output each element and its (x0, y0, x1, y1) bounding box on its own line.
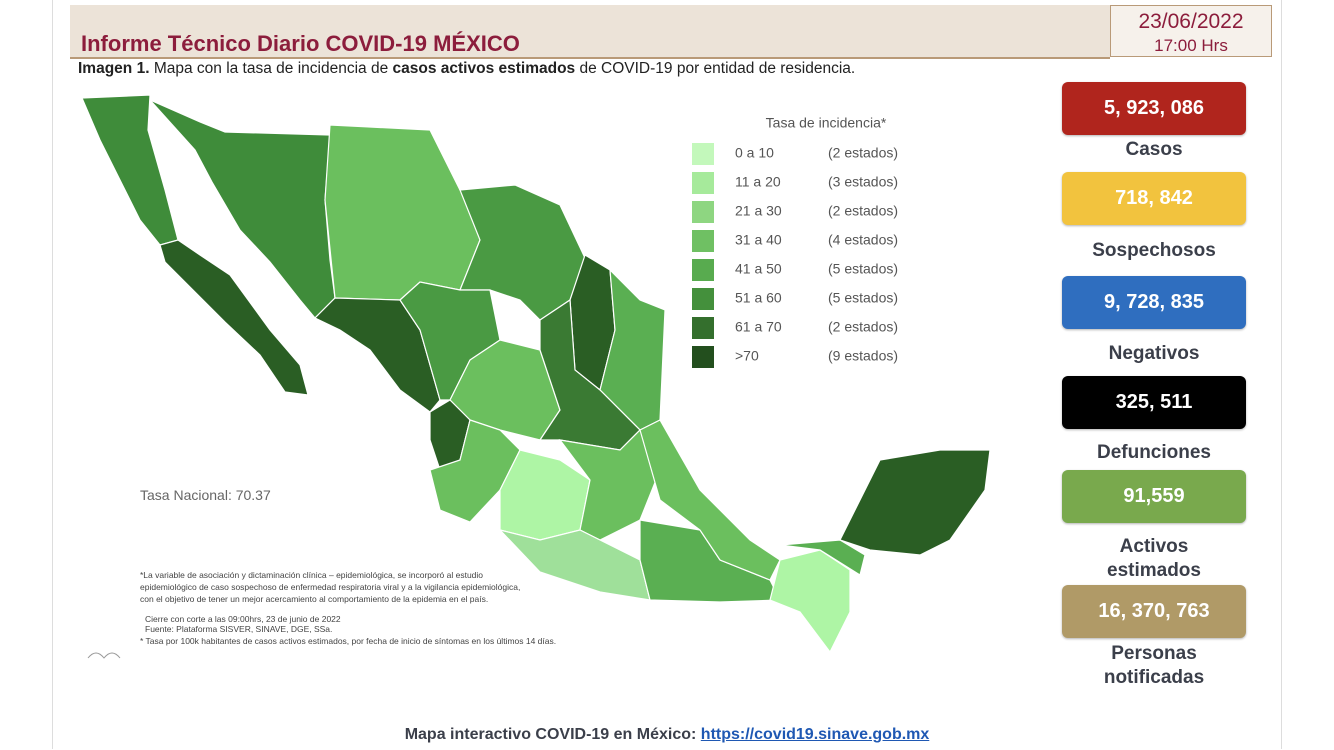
state (639, 419, 781, 581)
legend-count: (5 estados) (828, 261, 898, 277)
legend-swatch (692, 230, 714, 252)
legend-range: >70 (735, 348, 759, 364)
legend-swatch (692, 288, 714, 310)
footer-text: Mapa interactivo COVID-19 en México: (404, 726, 697, 743)
footer-link[interactable]: https://covid19.sinave.gob.mx (700, 726, 930, 743)
state (779, 539, 866, 576)
legend-swatch (692, 201, 714, 223)
stat-label: Defunciones (1096, 442, 1212, 463)
legend-range: 11 a 20 (735, 174, 781, 190)
legend-swatch (692, 259, 714, 281)
stat-value: 718, 842 (1062, 172, 1246, 225)
note-line: Fuente: Plataforma SISVER, SINAVE, DGE, … (145, 624, 332, 634)
note-line: Cierre con corte a las 09:00hrs, 23 de j… (145, 614, 341, 624)
legend-swatch (692, 346, 714, 368)
header-bar (70, 5, 1110, 59)
stat-label: Casos (1125, 139, 1183, 160)
stat-value: 16, 370, 763 (1062, 585, 1246, 638)
caption: Imagen 1. Mapa con la tasa de incidencia… (78, 60, 855, 78)
legend-swatch (692, 317, 714, 339)
state (769, 549, 851, 654)
state (159, 239, 309, 396)
national-rate: Tasa Nacional: 70.37 (140, 487, 271, 503)
state (149, 99, 336, 319)
stat-value: 5, 923, 086 (1062, 82, 1246, 135)
legend-swatch (692, 143, 714, 165)
legend-swatch (692, 172, 714, 194)
notes: *La variable de asociación y dictaminaci… (140, 570, 556, 646)
legend-count: (5 estados) (828, 290, 898, 306)
state (499, 449, 591, 541)
slide-frame (52, 0, 1282, 749)
date-box: 23/06/2022 17:00 Hrs (1110, 5, 1272, 57)
note-line: * Tasa por 100k habitantes de casos acti… (140, 636, 556, 646)
caption-label: Imagen 1. (78, 60, 150, 77)
stat-label: Personas notificadas (1103, 643, 1205, 688)
stat-value: 91,559 (1062, 470, 1246, 523)
footer: Mapa interactivo COVID-19 en México: htt… (0, 726, 1334, 744)
legend-count: (4 estados) (828, 232, 898, 248)
logo-mark (87, 652, 121, 659)
header-title: Informe Técnico Diario COVID-19 MÉXICO (81, 31, 520, 56)
stat-label: Activos estimados (1107, 536, 1201, 581)
legend-count: (9 estados) (828, 348, 898, 364)
legend-range: 51 a 60 (735, 290, 782, 306)
stat-value: 325, 511 (1062, 376, 1246, 429)
stat-value: 9, 728, 835 (1062, 276, 1246, 329)
legend-range: 21 a 30 (735, 203, 782, 219)
legend-range: 31 a 40 (735, 232, 782, 248)
map: Tasa Nacional: 70.37 Tasa de incidencia*… (81, 94, 991, 659)
legend-count: (2 estados) (828, 203, 898, 219)
state (839, 449, 991, 556)
note-line: epidemiológico de caso sospechoso de enf… (140, 582, 520, 592)
caption-text: de COVID-19 por entidad de residencia. (579, 60, 856, 77)
caption-emphasis: casos activos estimados (392, 60, 576, 77)
legend-range: 61 a 70 (735, 319, 782, 335)
legend-range: 41 a 50 (735, 261, 782, 277)
date: 23/06/2022 (1138, 10, 1244, 33)
legend-count: (3 estados) (828, 174, 898, 190)
caption-text: Mapa con la tasa de incidencia de (153, 60, 389, 77)
legend-title: Tasa de incidencia* (766, 115, 887, 131)
note-line: con el objetivo de tener un mejor acerca… (140, 594, 488, 604)
stat-label: Negativos (1108, 343, 1200, 364)
legend: Tasa de incidencia* 0 a 10 (2 estados) 11 … (692, 115, 898, 368)
time: 17:00 Hrs (1154, 36, 1228, 55)
legend-count: (2 estados) (828, 145, 898, 161)
note-line: *La variable de asociación y dictaminaci… (140, 570, 483, 580)
states (81, 94, 991, 654)
state (498, 528, 651, 601)
stat-label: Sospechosos (1092, 240, 1216, 261)
legend-count: (2 estados) (828, 319, 898, 335)
state (81, 94, 179, 246)
legend-range: 0 a 10 (735, 145, 774, 161)
